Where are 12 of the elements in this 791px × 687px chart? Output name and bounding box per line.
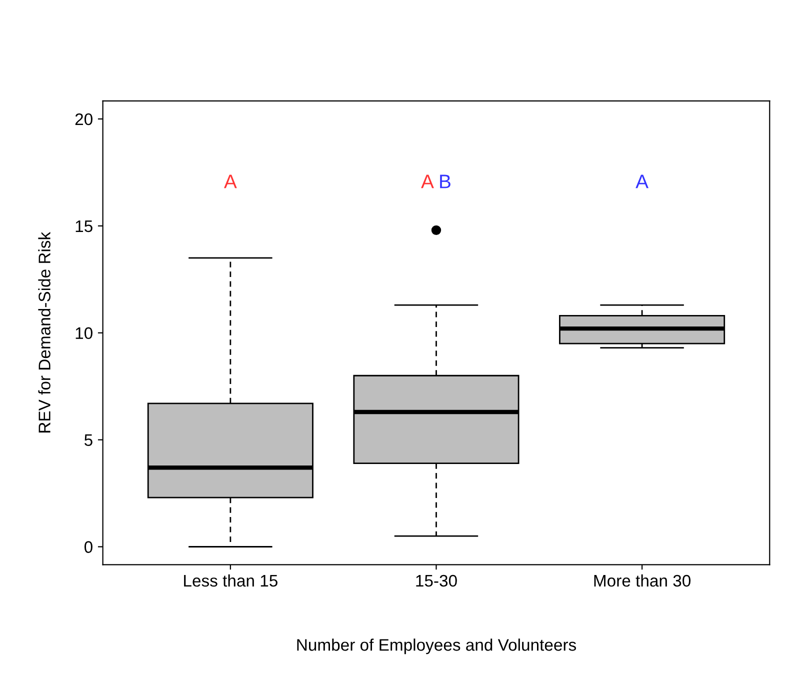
annotation: A (636, 174, 648, 188)
y-tick-label: 0 (84, 541, 92, 553)
y-tick-label: 10 (76, 327, 92, 340)
y-tick-label: 20 (75, 113, 92, 126)
y-tick-label: 15 (76, 220, 92, 232)
x-tick-label: 15-30 (416, 574, 457, 587)
annotation: A (224, 174, 237, 188)
y-tick-label: 5 (84, 434, 92, 446)
x-tick-label: Less than 15 (184, 574, 278, 587)
y-axis-title: REV for Demand-Side Risk (38, 232, 50, 432)
x-tick-label: More than 30 (594, 574, 690, 587)
x-axis-title: Number of Employees and Volunteers (297, 638, 576, 654)
